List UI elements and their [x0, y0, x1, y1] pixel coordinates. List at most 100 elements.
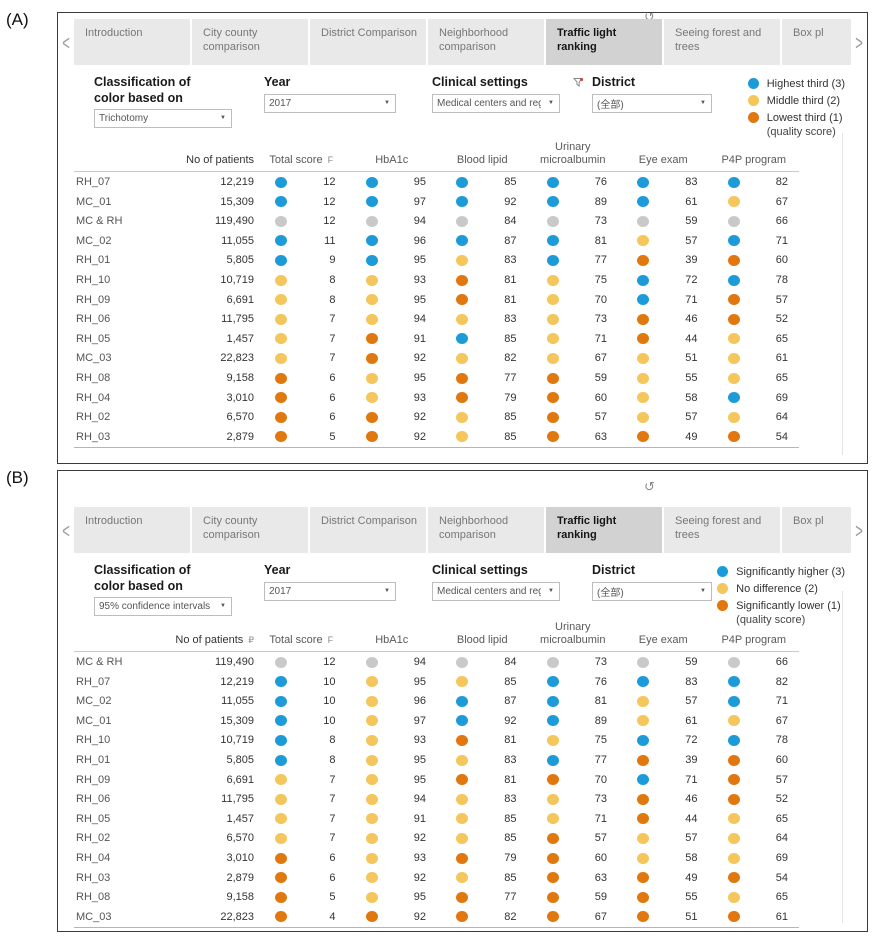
filter-label-line: Classification of	[94, 75, 191, 89]
district-dropdown[interactable]: (全部) ▼	[592, 93, 712, 113]
column-header-eye-exam[interactable]: Eye exam	[638, 633, 688, 646]
score-value: 57	[775, 293, 788, 306]
column-header-total-score[interactable]: Total score F	[269, 633, 334, 646]
score-dot	[637, 813, 649, 825]
score-dot	[727, 793, 740, 805]
legend-item[interactable]: Lowest third (1)	[747, 109, 845, 126]
column-header-no-of-patients[interactable]: No of patients ₽	[175, 633, 254, 646]
column-header-no-of-patients[interactable]: No of patients	[186, 153, 254, 166]
tab-traffic-light-ranking[interactable]: Traffic light ranking	[546, 507, 662, 553]
table-row[interactable]: RH_05 1,457 7 91 85 71 44 65	[74, 809, 799, 829]
tab-box-pl[interactable]: Box pl	[782, 19, 851, 65]
classification-dropdown[interactable]: 95% confidence intervals ▼	[94, 597, 232, 617]
table-row[interactable]: MC_02 11,055 11 96 87 81 57 71	[74, 231, 799, 251]
column-header-hba1c[interactable]: HbA1c	[375, 633, 409, 646]
legend-item[interactable]: Highest third (3)	[747, 75, 845, 92]
filter-funnel-icon[interactable]	[573, 77, 584, 88]
tab-district-comparison[interactable]: District Comparison	[310, 507, 426, 553]
clinical-settings-dropdown[interactable]: Medical centers and reg... ▼	[432, 581, 560, 601]
score-cell: 85	[437, 829, 528, 849]
clinical-settings-dropdown[interactable]: Medical centers and reg... ▼	[432, 93, 560, 113]
table-row[interactable]: MC & RH 119,490 12 94 84 73 59 66	[74, 211, 799, 231]
tab-neighborhood-comparison[interactable]: Neighborhood comparison	[428, 19, 544, 65]
table-row[interactable]: RH_07 12,219 10 95 85 76 83 82	[74, 672, 799, 692]
tab-neighborhood-comparison[interactable]: Neighborhood comparison	[428, 507, 544, 553]
table-row[interactable]: RH_08 9,158 5 95 77 59 55 65	[74, 887, 799, 907]
year-dropdown[interactable]: 2017 ▼	[264, 93, 396, 113]
score-dot	[275, 891, 287, 903]
table-row[interactable]: MC_02 11,055 10 96 87 81 57 71	[74, 691, 799, 711]
legend-item[interactable]: Middle third (2)	[747, 92, 845, 109]
column-header-blood-lipid[interactable]: Blood lipid	[456, 633, 508, 646]
score-dot	[456, 852, 468, 864]
table-row[interactable]: RH_09 6,691 7 95 81 70 71 57	[74, 770, 799, 790]
tab-box-pl[interactable]: Box pl	[782, 507, 851, 553]
tab-district-comparison[interactable]: District Comparison	[310, 19, 426, 65]
tab-city-county-comparison[interactable]: City county comparison	[192, 19, 308, 65]
score-value: 82	[775, 176, 788, 189]
legend-dot-yellow	[747, 95, 759, 106]
table-row[interactable]: RH_10 10,719 8 93 81 75 72 78	[74, 731, 799, 751]
legend-item[interactable]: Significantly lower (1)	[717, 597, 845, 614]
filter-label: Classification of color based on	[94, 75, 232, 106]
column-header-p4p-program[interactable]: P4P program	[721, 153, 787, 166]
district-dropdown[interactable]: (全部) ▼	[592, 581, 712, 601]
table-row[interactable]: MC & RH 119,490 12 94 84 73 59 66	[74, 652, 799, 672]
tab-traffic-light-ranking[interactable]: Traffic light ranking	[546, 19, 662, 65]
column-header-p4p-program[interactable]: P4P program	[721, 633, 787, 646]
tab-introduction[interactable]: Introduction	[74, 19, 190, 65]
score-value: 57	[594, 411, 607, 424]
column-header-total-score[interactable]: Total score F	[269, 153, 334, 166]
table-row[interactable]: RH_08 9,158 6 95 77 59 55 65	[74, 368, 799, 388]
table-row[interactable]: RH_03 2,879 6 92 85 63 49 54	[74, 868, 799, 888]
chevron-right-icon[interactable]: >	[855, 30, 863, 54]
column-header-blood-lipid[interactable]: Blood lipid	[456, 153, 508, 166]
chevron-down-icon: ▼	[220, 115, 226, 122]
score-dot	[637, 734, 649, 746]
table-row[interactable]: MC_03 22,823 7 92 82 67 51 61	[74, 349, 799, 369]
column-header-eye-exam[interactable]: Eye exam	[638, 153, 688, 166]
column-header-urinary-microalbumin[interactable]: Urinary microalbumin	[540, 141, 606, 166]
table-row[interactable]: RH_06 11,795 7 94 83 73 46 52	[74, 309, 799, 329]
tab-seeing-forest-and-trees[interactable]: Seeing forest and trees	[664, 19, 780, 65]
legend-item[interactable]: No difference (2)	[717, 580, 845, 597]
table-row[interactable]: RH_06 11,795 7 94 83 73 46 52	[74, 789, 799, 809]
score-cell: 10	[256, 672, 347, 692]
table-row[interactable]: RH_04 3,010 6 93 79 60 58 69	[74, 388, 799, 408]
table-row[interactable]: RH_07 12,219 12 95 85 76 83 82	[74, 172, 799, 192]
table-row[interactable]: RH_10 10,719 8 93 81 75 72 78	[74, 270, 799, 290]
table-row[interactable]: MC_01 15,309 12 97 92 89 61 67	[74, 192, 799, 212]
table-row[interactable]: RH_09 6,691 8 95 81 70 71 57	[74, 290, 799, 310]
table-row[interactable]: RH_05 1,457 7 91 85 71 44 65	[74, 329, 799, 349]
score-cell: 77	[528, 251, 619, 271]
table-row[interactable]: RH_02 6,570 6 92 85 57 57 64	[74, 407, 799, 427]
table-row[interactable]: MC_01 15,309 10 97 92 89 61 67	[74, 711, 799, 731]
table-row[interactable]: RH_01 5,805 9 95 83 77 39 60	[74, 251, 799, 271]
table-row[interactable]: RH_03 2,879 5 92 85 63 49 54	[74, 427, 799, 447]
score-cell: 97	[347, 192, 438, 212]
chevron-right-icon[interactable]: >	[855, 518, 863, 542]
score-value: 7	[329, 812, 336, 825]
table-row[interactable]: MC_03 22,823 4 92 82 67 51 61	[74, 907, 799, 927]
table-row[interactable]: RH_04 3,010 6 93 79 60 58 69	[74, 848, 799, 868]
refresh-icon[interactable]: ↺	[644, 12, 655, 24]
score-dot	[727, 656, 740, 668]
tab-seeing-forest-and-trees[interactable]: Seeing forest and trees	[664, 507, 780, 553]
tab-introduction[interactable]: Introduction	[74, 507, 190, 553]
score-value: 95	[413, 372, 426, 385]
refresh-icon[interactable]: ↺	[644, 479, 655, 494]
chevron-left-icon[interactable]: <	[62, 30, 70, 54]
score-dot	[637, 333, 649, 345]
table-row[interactable]: RH_02 6,570 7 92 85 57 57 64	[74, 829, 799, 849]
column-header-urinary-microalbumin[interactable]: Urinary microalbumin	[540, 621, 606, 646]
year-dropdown[interactable]: 2017 ▼	[264, 581, 396, 601]
legend-item[interactable]: Significantly higher (3)	[717, 563, 845, 580]
score-cell: 7	[256, 349, 347, 369]
table-row[interactable]: RH_01 5,805 8 95 83 77 39 60	[74, 750, 799, 770]
classification-dropdown[interactable]: Trichotomy ▼	[94, 109, 232, 129]
column-header-hba1c[interactable]: HbA1c	[375, 153, 409, 166]
score-dot	[546, 176, 559, 188]
chevron-left-icon[interactable]: <	[62, 518, 70, 542]
tab-city-county-comparison[interactable]: City county comparison	[192, 507, 308, 553]
score-cell: 70	[528, 770, 619, 790]
